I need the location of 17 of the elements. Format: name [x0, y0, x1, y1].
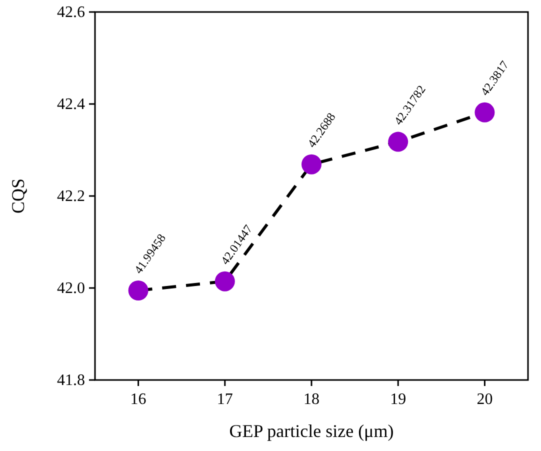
y-tick-label: 42.6: [57, 4, 85, 21]
x-tick-label: 20: [476, 391, 493, 408]
x-tick-label: 19: [390, 391, 406, 408]
y-tick-label: 42.2: [57, 188, 85, 205]
x-axis-title: GEP particle size (μm): [229, 421, 394, 441]
y-tick-label: 42.0: [57, 280, 85, 297]
point: [128, 280, 148, 300]
point: [214, 271, 235, 292]
y-tick-label: 41.8: [57, 372, 85, 389]
x-tick-label: 17: [216, 391, 233, 408]
point: [388, 132, 408, 152]
x-tick-label: 16: [130, 391, 146, 408]
point: [302, 154, 322, 174]
point: [474, 102, 495, 122]
x-tick-label: 18: [304, 391, 320, 408]
y-axis-title: CQS: [8, 178, 28, 214]
y-tick-label: 42.4: [57, 96, 85, 113]
